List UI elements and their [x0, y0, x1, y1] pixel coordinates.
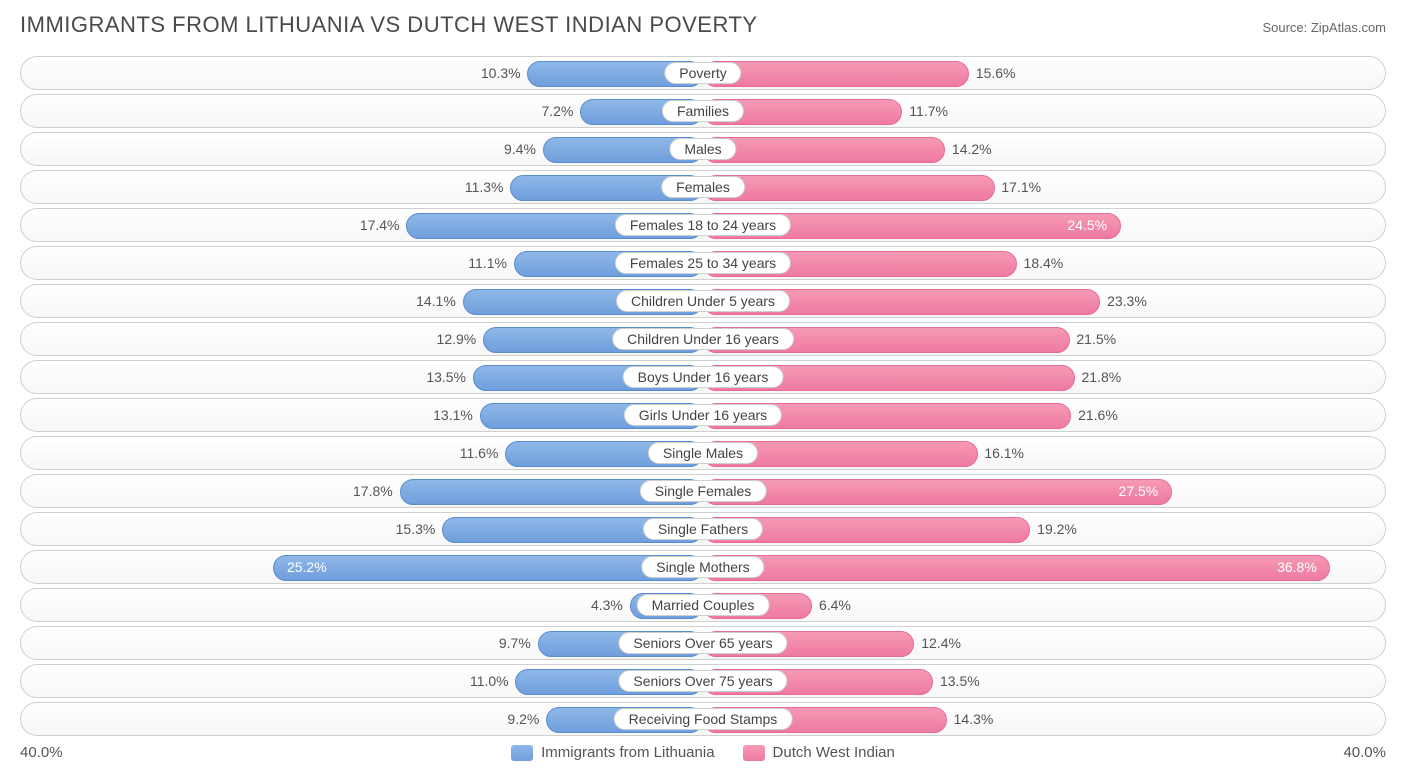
value-left: 13.5% — [426, 369, 466, 385]
value-left: 9.7% — [499, 635, 531, 651]
value-left: 15.3% — [396, 521, 436, 537]
chart-row: 13.1% 21.6% Girls Under 16 years — [20, 398, 1386, 432]
legend-label-left: Immigrants from Lithuania — [541, 744, 714, 761]
value-right: 21.5% — [1076, 331, 1116, 347]
chart-row: 17.8% 27.5% Single Females — [20, 474, 1386, 508]
value-right: 16.1% — [984, 445, 1024, 461]
value-left: 11.6% — [460, 445, 499, 461]
value-left: 7.2% — [542, 103, 574, 119]
axis-max-left: 40.0% — [20, 744, 63, 761]
legend-item-left: Immigrants from Lithuania — [511, 744, 714, 761]
value-right: 19.2% — [1037, 521, 1077, 537]
bar-left — [273, 555, 703, 581]
chart-row: 9.4% 14.2% Males — [20, 132, 1386, 166]
category-label: Receiving Food Stamps — [614, 708, 793, 730]
bar-right — [703, 175, 995, 201]
legend-swatch-right — [743, 745, 765, 761]
chart-footer: 40.0% Immigrants from Lithuania Dutch We… — [20, 744, 1386, 761]
value-right: 27.5% — [1119, 483, 1159, 499]
value-left: 12.9% — [437, 331, 477, 347]
chart-row: 9.2% 14.3% Receiving Food Stamps — [20, 702, 1386, 736]
value-left: 14.1% — [416, 293, 456, 309]
bar-right — [703, 479, 1172, 505]
value-right: 11.7% — [909, 103, 948, 119]
legend-item-right: Dutch West Indian — [743, 744, 895, 761]
value-right: 6.4% — [819, 597, 851, 613]
value-right: 21.8% — [1082, 369, 1122, 385]
chart-row: 17.4% 24.5% Females 18 to 24 years — [20, 208, 1386, 242]
category-label: Single Fathers — [643, 518, 763, 540]
chart-row: 11.1% 18.4% Females 25 to 34 years — [20, 246, 1386, 280]
chart-title: IMMIGRANTS FROM LITHUANIA VS DUTCH WEST … — [20, 12, 758, 38]
chart-row: 12.9% 21.5% Children Under 16 years — [20, 322, 1386, 356]
chart-row: 9.7% 12.4% Seniors Over 65 years — [20, 626, 1386, 660]
chart-row: 7.2% 11.7% Families — [20, 94, 1386, 128]
value-right: 23.3% — [1107, 293, 1147, 309]
value-left: 17.4% — [360, 217, 400, 233]
category-label: Poverty — [664, 62, 741, 84]
chart-row: 10.3% 15.6% Poverty — [20, 56, 1386, 90]
chart-row: 11.0% 13.5% Seniors Over 75 years — [20, 664, 1386, 698]
value-right: 21.6% — [1078, 407, 1118, 423]
category-label: Males — [669, 138, 736, 160]
axis-max-right: 40.0% — [1343, 744, 1386, 761]
category-label: Boys Under 16 years — [623, 366, 784, 388]
legend: Immigrants from Lithuania Dutch West Ind… — [511, 744, 895, 761]
value-left: 10.3% — [481, 65, 521, 81]
category-label: Families — [662, 100, 744, 122]
value-right: 13.5% — [940, 673, 980, 689]
value-left: 4.3% — [591, 597, 623, 613]
category-label: Children Under 5 years — [616, 290, 790, 312]
value-left: 25.2% — [287, 559, 327, 575]
value-right: 14.2% — [952, 141, 992, 157]
chart-row: 14.1% 23.3% Children Under 5 years — [20, 284, 1386, 318]
bar-right — [703, 137, 945, 163]
category-label: Single Mothers — [641, 556, 764, 578]
chart-row: 11.6% 16.1% Single Males — [20, 436, 1386, 470]
chart-row: 15.3% 19.2% Single Fathers — [20, 512, 1386, 546]
category-label: Females — [661, 176, 745, 198]
chart-row: 13.5% 21.8% Boys Under 16 years — [20, 360, 1386, 394]
value-right: 36.8% — [1277, 559, 1317, 575]
bar-right — [703, 555, 1330, 581]
category-label: Children Under 16 years — [612, 328, 794, 350]
category-label: Seniors Over 75 years — [618, 670, 787, 692]
chart-row: 4.3% 6.4% Married Couples — [20, 588, 1386, 622]
value-left: 9.2% — [507, 711, 539, 727]
chart-header: IMMIGRANTS FROM LITHUANIA VS DUTCH WEST … — [20, 12, 1386, 38]
category-label: Seniors Over 65 years — [618, 632, 787, 654]
value-left: 11.1% — [468, 255, 507, 271]
value-right: 18.4% — [1024, 255, 1064, 271]
category-label: Single Males — [648, 442, 758, 464]
chart-source: Source: ZipAtlas.com — [1262, 20, 1386, 35]
category-label: Girls Under 16 years — [624, 404, 782, 426]
value-left: 17.8% — [353, 483, 393, 499]
category-label: Married Couples — [637, 594, 770, 616]
value-left: 11.0% — [470, 673, 509, 689]
value-left: 11.3% — [465, 179, 504, 195]
legend-swatch-left — [511, 745, 533, 761]
legend-label-right: Dutch West Indian — [773, 744, 895, 761]
chart-row: 25.2% 36.8% Single Mothers — [20, 550, 1386, 584]
value-right: 17.1% — [1001, 179, 1041, 195]
category-label: Females 25 to 34 years — [615, 252, 791, 274]
category-label: Single Females — [640, 480, 767, 502]
diverging-bar-chart: 10.3% 15.6% Poverty 7.2% 11.7% Families 9.4% 14… — [20, 56, 1386, 736]
category-label: Females 18 to 24 years — [615, 214, 791, 236]
chart-row: 11.3% 17.1% Females — [20, 170, 1386, 204]
value-right: 15.6% — [976, 65, 1016, 81]
value-right: 12.4% — [921, 635, 961, 651]
value-left: 9.4% — [504, 141, 536, 157]
bar-right — [703, 61, 969, 87]
value-right: 14.3% — [954, 711, 994, 727]
value-left: 13.1% — [433, 407, 473, 423]
value-right: 24.5% — [1067, 217, 1107, 233]
